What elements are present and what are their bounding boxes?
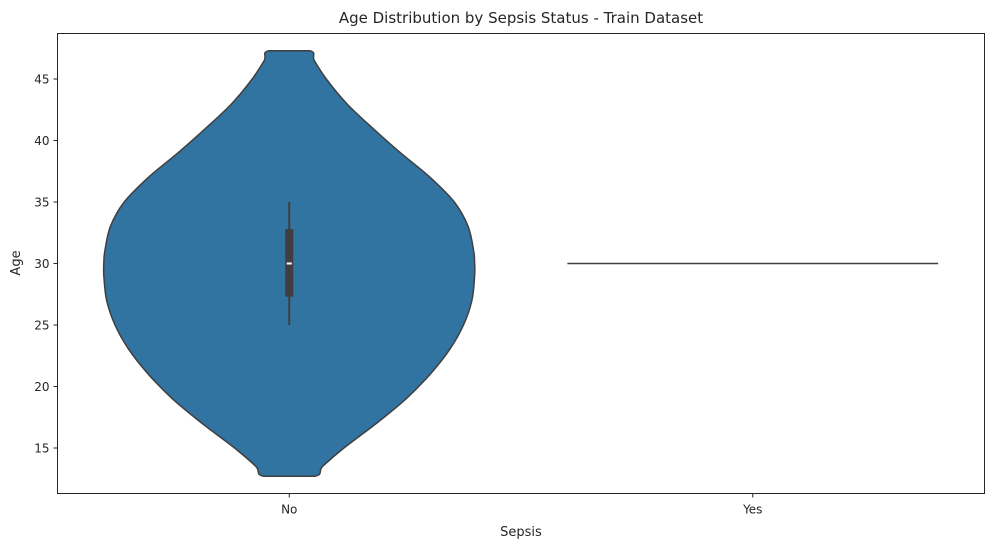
y-tick-label: 35 — [34, 196, 49, 210]
y-tick-label: 45 — [34, 73, 49, 87]
x-tick-label: Yes — [742, 503, 762, 517]
y-tick-label: 20 — [34, 380, 49, 394]
y-axis-title: Age — [9, 250, 24, 275]
y-tick-label: 25 — [34, 318, 49, 332]
x-axis-title: Sepsis — [500, 525, 542, 540]
y-tick-label: 30 — [34, 257, 49, 271]
chart-title: Age Distribution by Sepsis Status - Trai… — [339, 9, 703, 27]
x-tick-label: No — [281, 503, 297, 517]
y-tick-label: 40 — [34, 134, 49, 148]
y-tick-label: 15 — [34, 441, 49, 455]
plot-area — [102, 49, 939, 478]
